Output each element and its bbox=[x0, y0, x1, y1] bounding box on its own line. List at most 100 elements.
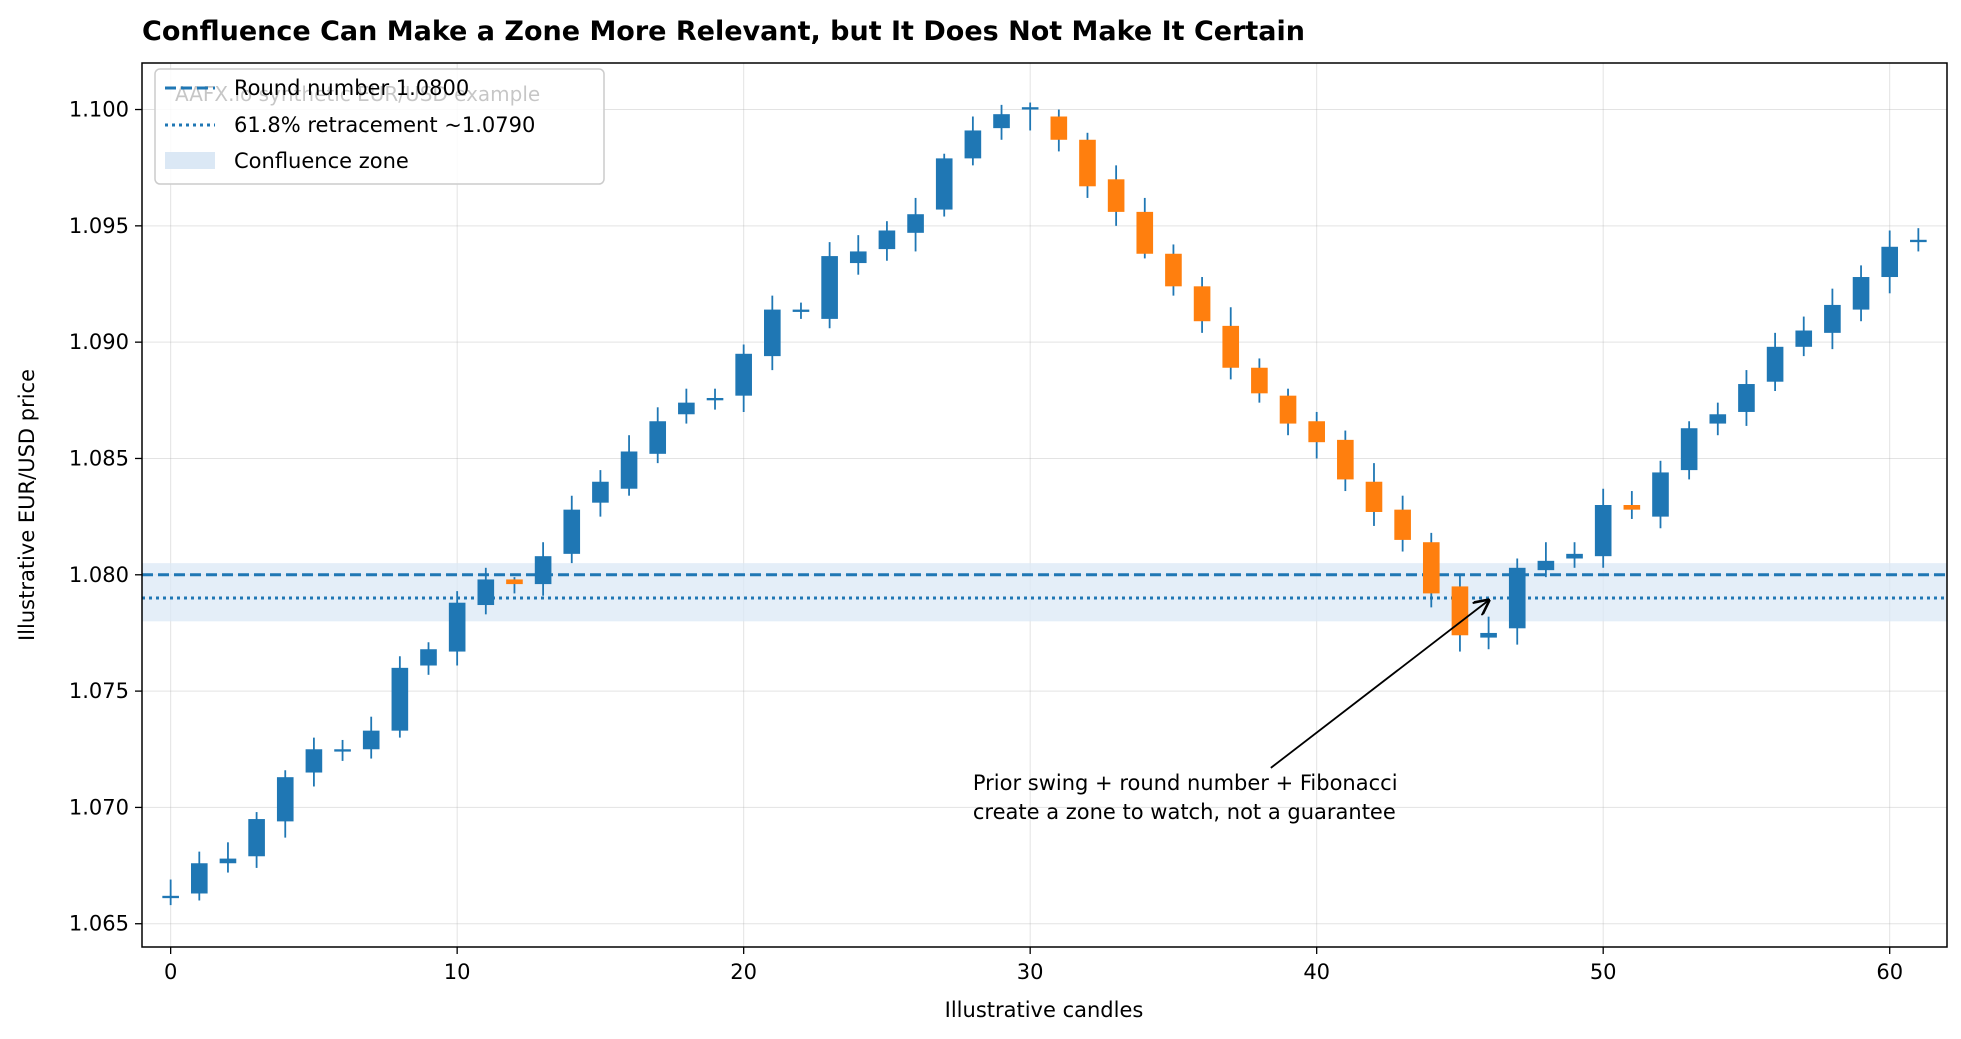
candle-body bbox=[1079, 139, 1096, 187]
candle-body bbox=[1050, 116, 1068, 140]
candle-body bbox=[1451, 586, 1469, 636]
candle-body bbox=[248, 819, 265, 857]
y-tick-label: 1.075 bbox=[69, 679, 129, 703]
candle-body bbox=[706, 397, 724, 401]
candle bbox=[649, 407, 667, 464]
annotation-arrow bbox=[1270, 600, 1489, 769]
candle bbox=[1165, 244, 1182, 296]
candle-body bbox=[993, 114, 1010, 129]
candle bbox=[1766, 332, 1784, 392]
x-axis: 0 10 20 30 40 50 60 bbox=[164, 947, 1903, 984]
candle-body bbox=[420, 649, 437, 666]
candle-body bbox=[1766, 346, 1784, 382]
candle-body bbox=[907, 214, 924, 233]
y-tick-label: 1.100 bbox=[69, 98, 129, 122]
candle-body bbox=[477, 579, 495, 606]
candle-body bbox=[821, 256, 838, 319]
candle bbox=[706, 388, 724, 410]
candle bbox=[506, 577, 523, 594]
y-axis-label: Illustrative EUR/USD price bbox=[15, 369, 39, 641]
candle bbox=[305, 737, 323, 787]
legend-label-retracement: 61.8% retracement ~1.0790 bbox=[234, 113, 535, 137]
candle-body bbox=[878, 230, 896, 250]
y-tick-label: 1.085 bbox=[69, 446, 129, 470]
candle-body bbox=[1107, 179, 1125, 212]
candle bbox=[391, 656, 409, 738]
candle bbox=[1193, 277, 1211, 333]
candle bbox=[1680, 421, 1698, 480]
candle bbox=[1279, 388, 1297, 436]
candle-body bbox=[1537, 560, 1555, 571]
candle bbox=[1422, 532, 1440, 608]
candle bbox=[1652, 460, 1669, 529]
candle-body bbox=[1365, 481, 1383, 512]
x-tick-label: 50 bbox=[1590, 960, 1617, 984]
candle bbox=[678, 388, 695, 424]
candle-body bbox=[1852, 277, 1870, 310]
y-tick-label: 1.090 bbox=[69, 330, 129, 354]
candle bbox=[1222, 307, 1240, 380]
y-tick-label: 1.080 bbox=[69, 563, 129, 587]
candle-body bbox=[1680, 428, 1698, 471]
candle-body bbox=[764, 309, 781, 357]
candle bbox=[420, 642, 437, 675]
candle-body bbox=[735, 353, 752, 396]
candle-body bbox=[1652, 472, 1669, 517]
candle bbox=[1337, 430, 1354, 492]
candle bbox=[1852, 265, 1870, 322]
candle bbox=[1795, 316, 1813, 357]
x-tick-label: 10 bbox=[444, 960, 471, 984]
x-tick-label: 30 bbox=[1017, 960, 1044, 984]
candle-body bbox=[1508, 567, 1526, 629]
candle-body bbox=[1422, 542, 1440, 594]
x-tick-label: 0 bbox=[164, 960, 177, 984]
candle bbox=[821, 242, 838, 329]
candle-body bbox=[1566, 553, 1583, 559]
candle bbox=[219, 842, 237, 873]
candle-body bbox=[1193, 286, 1211, 322]
candle bbox=[448, 591, 466, 666]
y-axis: 1.065 1.070 1.075 1.080 1.085 1.090 1.095 1.100 bbox=[69, 98, 142, 936]
candle bbox=[1079, 132, 1096, 198]
candle-body bbox=[563, 509, 581, 554]
legend-swatch-zone bbox=[165, 152, 215, 169]
candle bbox=[534, 542, 552, 596]
candle bbox=[1365, 463, 1383, 526]
x-tick-label: 40 bbox=[1303, 960, 1330, 984]
candle-body bbox=[1021, 107, 1039, 110]
candle-body bbox=[534, 556, 552, 585]
candle bbox=[964, 116, 982, 166]
candle-body bbox=[1279, 395, 1297, 424]
x-tick-label: 60 bbox=[1876, 960, 1903, 984]
candle bbox=[334, 739, 351, 761]
candle-body bbox=[448, 602, 466, 652]
candle bbox=[1050, 109, 1068, 152]
candle-body bbox=[1594, 505, 1612, 557]
candle-body bbox=[162, 895, 179, 899]
confluence-zone-layer bbox=[142, 563, 1947, 622]
legend-label-zone: Confluence zone bbox=[234, 149, 409, 173]
candle-body bbox=[1165, 253, 1182, 287]
candle-body bbox=[1795, 330, 1813, 347]
candle-body bbox=[964, 130, 982, 159]
legend-box bbox=[154, 68, 605, 185]
candle bbox=[1623, 491, 1641, 519]
candle bbox=[592, 470, 609, 517]
candle bbox=[563, 495, 581, 564]
watermark: AAFX.io synthetic EUR/USD example bbox=[175, 82, 540, 106]
candles-layer bbox=[162, 102, 1927, 906]
candle bbox=[477, 567, 495, 615]
candle bbox=[1709, 402, 1727, 436]
candle bbox=[1566, 542, 1583, 568]
candle bbox=[907, 197, 924, 252]
candle-body bbox=[1738, 384, 1755, 412]
candle-body bbox=[305, 749, 323, 773]
candle-body bbox=[276, 777, 294, 822]
candle-body bbox=[190, 863, 208, 894]
confluence-zone bbox=[142, 563, 1947, 622]
candle bbox=[1308, 411, 1325, 459]
candle-body bbox=[678, 402, 695, 415]
candle-body bbox=[1910, 239, 1927, 243]
candle bbox=[1021, 102, 1039, 131]
